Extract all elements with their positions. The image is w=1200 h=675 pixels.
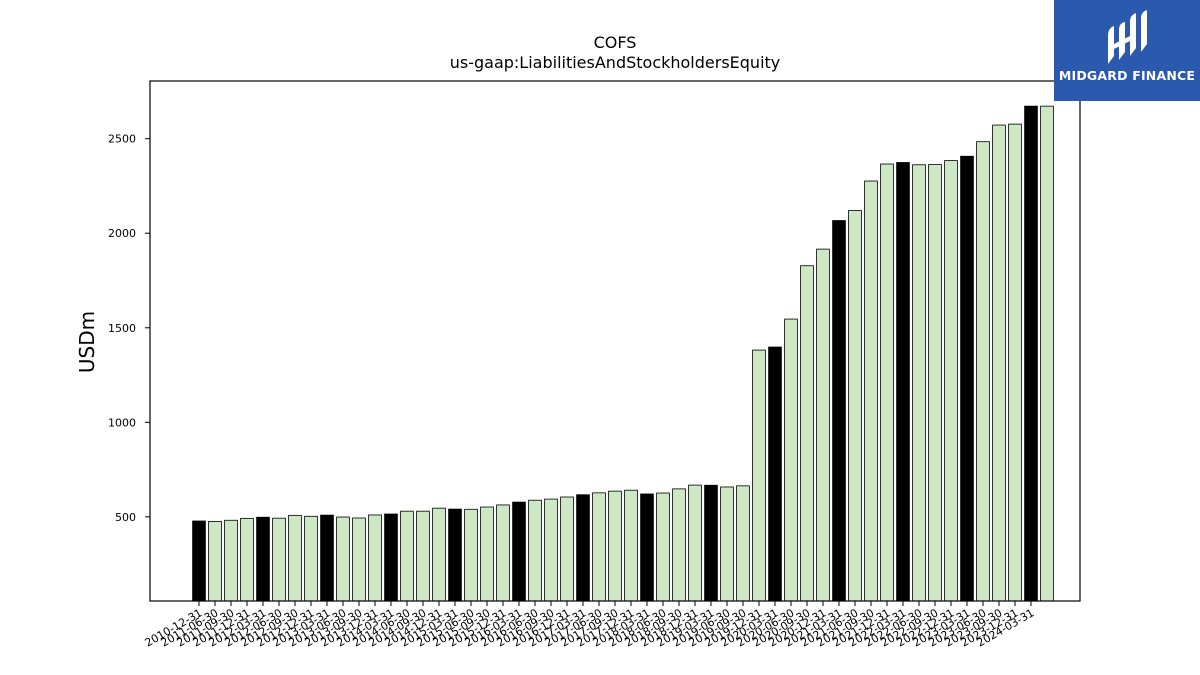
bar-2023-06-30 — [992, 124, 1006, 602]
bar-2015-09-30 — [496, 504, 510, 602]
bar-2013-09-30 — [368, 514, 382, 602]
bar-2011-12-31 — [256, 516, 270, 602]
bar-2017-12-31 — [640, 493, 654, 602]
y-axis-label: USDm — [75, 311, 99, 373]
bar-2023-03-31 — [976, 141, 990, 602]
bar-2016-09-30 — [560, 496, 574, 602]
bar-2022-06-30 — [928, 164, 942, 602]
bar-2021-06-30 — [864, 180, 878, 602]
bar-2021-03-31 — [848, 210, 862, 602]
bar-2017-09-30 — [624, 489, 638, 602]
bar-2023-09-30 — [1008, 123, 1022, 602]
y-axis: 500 1000 1500 2000 2500 — [108, 133, 150, 524]
bar-2016-06-30 — [544, 498, 558, 602]
plot-frame — [149, 80, 1081, 602]
bar-2013-03-31 — [336, 516, 350, 602]
bar-2019-06-30 — [736, 485, 750, 602]
y-tick-label: 1000 — [108, 416, 136, 429]
bar-2017-06-30 — [608, 490, 622, 602]
y-tick-label: 1500 — [108, 322, 136, 335]
bar-2011-03-31 — [208, 520, 222, 602]
bar-2014-03-31 — [400, 510, 414, 602]
x-axis: 2010-12-312011-06-302011-09-302011-12-31… — [143, 601, 1037, 650]
bar-2019-03-31 — [720, 486, 734, 602]
bar-2018-09-30 — [688, 484, 702, 602]
chart-subtitle: us-gaap:LiabilitiesAndStockholdersEquity — [450, 53, 781, 72]
bar-2012-03-31 — [272, 517, 286, 602]
bar-2010-12-31 — [192, 520, 206, 602]
midgard-logo-icon — [1108, 10, 1147, 64]
bar-2020-12-31 — [832, 220, 846, 602]
midgard-finance-logo: MIDGARD FINANCE — [1054, 0, 1200, 101]
y-tick-label: 2000 — [108, 227, 136, 240]
logo-text: MIDGARD FINANCE — [1058, 68, 1196, 83]
bar-2011-06-30 — [224, 519, 238, 602]
bar-2018-06-30 — [672, 488, 686, 602]
bar-2018-03-31 — [656, 492, 670, 602]
bar-2017-03-31 — [592, 492, 606, 602]
bar-2016-12-31 — [576, 494, 590, 602]
bar-2022-12-31 — [960, 155, 974, 602]
bar-2013-12-31 — [384, 513, 398, 602]
bar-2015-06-30 — [480, 506, 494, 602]
bar-2020-09-30 — [816, 248, 830, 602]
bar-2022-03-31 — [912, 164, 926, 602]
bar-2020-03-31 — [784, 318, 798, 602]
bar-2021-12-31 — [896, 162, 910, 602]
bar-2016-03-31 — [528, 499, 542, 602]
chart-title: COFS — [594, 33, 637, 52]
bar-2023-12-31 — [1024, 105, 1038, 602]
bar-2019-09-30 — [752, 349, 766, 602]
bar-2013-06-30 — [352, 517, 366, 602]
bar-2011-09-30 — [240, 517, 254, 602]
bar-2020-06-30 — [800, 265, 814, 602]
bar-2014-09-30 — [432, 507, 446, 602]
y-tick-label: 2500 — [108, 133, 136, 146]
bar-2019-12-31 — [768, 346, 782, 602]
y-tick-label: 500 — [115, 511, 136, 524]
bar-2014-06-30 — [416, 510, 430, 602]
bar-2014-12-31 — [448, 508, 462, 602]
bar-2015-03-31 — [464, 508, 478, 602]
bar-2018-12-31 — [704, 484, 718, 602]
bars-group — [192, 105, 1054, 602]
bar-2012-06-30 — [288, 514, 302, 602]
bar-2015-12-31 — [512, 501, 526, 602]
bar-2012-09-30 — [304, 515, 318, 602]
bar-2024-03-31 — [1040, 105, 1054, 602]
bar-2021-09-30 — [880, 163, 894, 602]
bar-2022-09-30 — [944, 160, 958, 602]
bar-2012-12-31 — [320, 514, 334, 602]
